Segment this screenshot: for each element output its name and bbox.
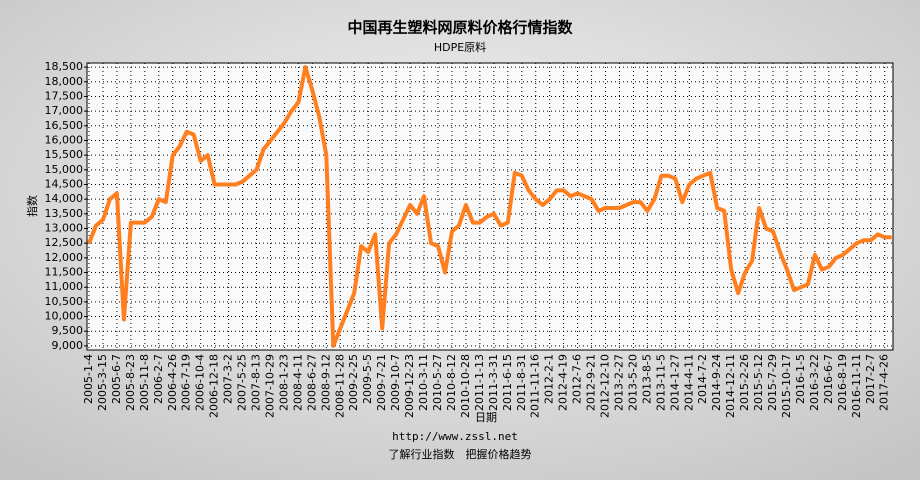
x-tick-label: 2012-2-1	[543, 354, 556, 404]
x-tick-label: 2006-7-19	[180, 354, 193, 411]
x-tick-label: 2008-1-23	[277, 354, 290, 411]
chart-subtitle: HDPE原料	[434, 40, 486, 54]
x-tick-label: 2014-9-24	[710, 354, 723, 411]
chart-title: 中国再生塑料网原料价格行情指数	[347, 19, 573, 37]
x-tick-label: 2011-11-16	[529, 354, 542, 418]
x-tick-label: 2016-11-11	[850, 354, 863, 418]
x-tick-label: 2014-4-11	[682, 354, 695, 411]
x-tick-label: 2008-6-27	[305, 354, 318, 411]
x-tick-label: 2005-3-15	[96, 354, 109, 411]
x-tick-label: 2006-2-7	[152, 354, 165, 404]
x-tick-label: 2012-9-21	[585, 354, 598, 411]
y-tick-label: 15,500	[45, 148, 84, 161]
y-tick-label: 18,500	[45, 60, 84, 73]
x-tick-label: 2011-8-31	[515, 354, 528, 411]
x-tick-label: 2006-4-26	[166, 354, 179, 411]
x-tick-label: 2014-1-27	[668, 354, 681, 411]
y-tick-label: 17,500	[45, 89, 84, 102]
x-tick-label: 2008-11-28	[333, 354, 346, 418]
y-tick-label: 14,500	[45, 177, 84, 190]
x-tick-label: 2007-8-13	[250, 354, 263, 411]
x-tick-label: 2011-3-31	[487, 354, 500, 411]
y-tick-label: 13,500	[45, 207, 84, 220]
y-tick-label: 12,500	[45, 236, 84, 249]
x-tick-label: 2013-8-5	[640, 354, 653, 404]
x-tick-label: 2007-5-25	[236, 354, 249, 411]
x-tick-label: 2005-6-7	[110, 354, 123, 404]
x-tick-label: 2017-4-26	[878, 354, 891, 411]
x-tick-label: 2015-5-12	[752, 354, 765, 411]
x-tick-label: 2015-7-29	[766, 354, 779, 411]
x-tick-label: 2015-2-26	[738, 354, 751, 411]
x-tick-label: 2006-10-4	[194, 354, 207, 411]
y-tick-label: 17,000	[45, 104, 84, 117]
x-tick-label: 2009-5-5	[361, 354, 374, 404]
x-tick-label: 2009-10-7	[389, 354, 402, 411]
x-tick-label: 2017-2-7	[864, 354, 877, 404]
y-tick-label: 11,500	[45, 266, 84, 279]
x-tick-label: 2016-1-5	[794, 354, 807, 404]
y-tick-label: 11,000	[45, 280, 84, 293]
x-tick-label: 2016-8-19	[836, 354, 849, 411]
y-tick-label: 16,500	[45, 119, 84, 132]
x-tick-label: 2015-10-17	[780, 354, 793, 418]
y-tick-label: 13,000	[45, 222, 84, 235]
x-tick-label: 2010-10-28	[459, 354, 472, 418]
x-tick-label: 2005-1-4	[82, 354, 95, 404]
x-tick-label: 2014-12-11	[724, 354, 737, 418]
x-tick-label: 2010-3-11	[417, 354, 430, 411]
x-tick-label: 2016-3-22	[808, 354, 821, 411]
plot-area	[86, 62, 894, 351]
y-tick-label: 14,000	[45, 192, 84, 205]
x-tick-label: 2010-8-12	[445, 354, 458, 411]
x-tick-label: 2012-4-19	[557, 354, 570, 411]
x-tick-label: 2013-5-20	[626, 354, 639, 411]
y-tick-label: 12,000	[45, 251, 84, 264]
y-tick-label: 16,000	[45, 133, 84, 146]
x-tick-label: 2016-6-7	[822, 354, 835, 404]
x-tick-label: 2011-6-15	[501, 354, 514, 411]
x-axis-label: 日期	[475, 411, 497, 424]
y-tick-label: 10,500	[45, 295, 84, 308]
x-tick-label: 2013-2-27	[612, 354, 625, 411]
x-tick-label: 2012-7-6	[571, 354, 584, 404]
x-tick-label: 2009-12-23	[403, 354, 416, 418]
x-tick-label: 2011-1-13	[473, 354, 486, 411]
x-tick-label: 2008-9-12	[319, 354, 332, 411]
x-tick-label: 2005-8-23	[124, 354, 137, 411]
x-tick-label: 2013-11-5	[654, 354, 667, 411]
y-axis-label: 指数	[25, 195, 39, 217]
x-tick-label: 2010-5-27	[431, 354, 444, 411]
y-tick-label: 15,000	[45, 163, 84, 176]
url: http://www.zssl.net	[392, 430, 518, 443]
x-tick-label: 2007-3-2	[222, 354, 235, 404]
x-tick-label: 2009-2-25	[347, 354, 360, 411]
x-tick-label: 2014-7-2	[696, 354, 709, 404]
y-tick-label: 9,500	[52, 324, 84, 337]
y-tick-label: 10,000	[45, 310, 84, 323]
y-tick-label: 18,000	[45, 75, 84, 88]
x-tick-label: 2005-11-8	[138, 354, 151, 411]
y-tick-label: 9,000	[52, 339, 84, 352]
x-tick-label: 2008-4-11	[291, 354, 304, 411]
x-tick-label: 2007-10-29	[263, 354, 276, 418]
x-tick-label: 2006-12-18	[208, 354, 221, 418]
slogan: 了解行业指数 把握价格趋势	[389, 447, 532, 461]
x-tick-label: 2009-7-21	[375, 354, 388, 411]
x-tick-label: 2012-12-10	[599, 354, 612, 418]
line	[87, 65, 892, 348]
